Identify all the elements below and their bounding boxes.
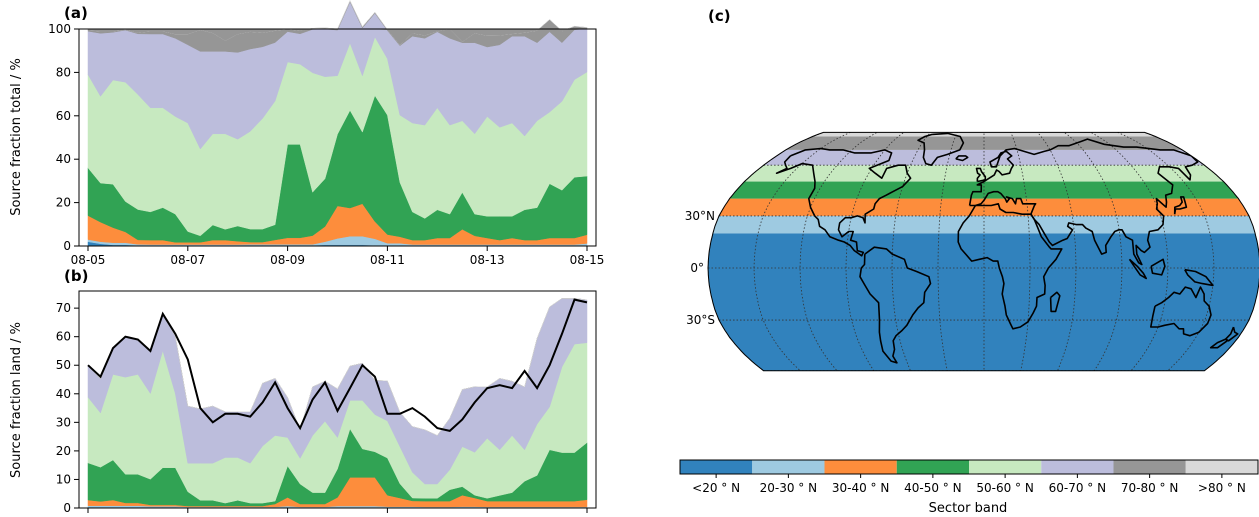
x-tick-label: 08-05 [71, 253, 106, 267]
x-tick-label: 08-15 [570, 515, 605, 517]
coastline-10 [1150, 258, 1166, 276]
map-lat-label: 30°S [686, 313, 715, 327]
panel-b-total-line [87, 298, 588, 432]
panel-a-frame [78, 28, 597, 247]
x-tick-label: 08-11 [370, 515, 405, 517]
y-tick-label: 40 [56, 152, 71, 166]
x-tick-label: 08-09 [270, 515, 305, 517]
colorbar-tick-label: 50-60 ° N [976, 481, 1033, 495]
y-tick-label: 100 [48, 22, 71, 36]
coastline-3 [968, 138, 1199, 266]
map-band-1 [708, 215, 1259, 234]
coastline-2 [859, 246, 932, 364]
colorbar-tick-label: >80 ° N [1198, 481, 1246, 495]
colorbar-tick-label: 70-80 ° N [1121, 481, 1178, 495]
x-tick-label: 08-07 [170, 515, 205, 517]
x-tick-label: 08-13 [470, 515, 505, 517]
y-tick-label: 0 [63, 501, 71, 515]
y-tick-label: 60 [56, 330, 71, 344]
panel-b-chart: 0 10 20 30 40 50 60 70 08-05 08-07 08-09 08-11 08-1… [9, 290, 605, 517]
panel-b-frame [78, 290, 597, 509]
colorbar-tick-label: <20 ° N [692, 481, 740, 495]
map-latitude-labels: 30°N 0° 30°S [685, 209, 715, 327]
panel-b-label: (b) [64, 267, 88, 285]
colorbar: <20 ° N 20-30 ° N 30-40 ° N 40-50 ° N 50-60 … [679, 459, 1259, 495]
x-tick-label: 08-09 [270, 253, 305, 267]
coastline-5 [1049, 291, 1061, 313]
map-band-7 [708, 132, 1259, 137]
colorbar-segment [1113, 460, 1186, 474]
area-series-7 [87, 298, 588, 436]
colorbar-tick-label: 40-50 ° N [904, 481, 961, 495]
map-coastlines [775, 132, 1239, 397]
colorbar-segment [752, 460, 825, 474]
map-meridian [1106, 132, 1215, 371]
map-outline [707, 131, 1259, 372]
panel-a-label: (a) [64, 4, 88, 22]
colorbar-segment [1041, 460, 1114, 474]
colorbar-segment [969, 460, 1042, 474]
coastline-12 [1184, 268, 1214, 287]
colorbar-tick-label: 60-70 ° N [1049, 481, 1106, 495]
panel-a-x-ticks: 08-05 08-07 08-09 08-11 08-13 08-15 [71, 246, 605, 267]
panel-c-map: 30°N 0° 30°S <20 ° N 20-30 ° N 30-40 ° N 40-5… [679, 131, 1259, 516]
y-tick-label: 80 [56, 65, 71, 79]
colorbar-tick-label: 30-40 ° N [832, 481, 889, 495]
x-tick-label: 08-11 [370, 253, 405, 267]
coastline-15 [955, 155, 969, 162]
colorbar-frame [679, 459, 1259, 475]
map-band-6 [708, 136, 1259, 150]
coastline-14 [1209, 338, 1228, 349]
map-band-2 [708, 198, 1259, 216]
panel-a-y-axis-label: Source fraction total / % [9, 58, 24, 216]
y-tick-label: 30 [56, 415, 71, 429]
coastline-1 [917, 132, 965, 166]
y-tick-label: 40 [56, 387, 71, 401]
coastline-7 [975, 167, 987, 183]
panel-b-y-axis-label: Source fraction land / % [9, 322, 24, 478]
panel-c-label: (c) [708, 7, 731, 25]
x-tick-label: 08-13 [470, 253, 505, 267]
x-tick-label: 08-05 [71, 515, 106, 517]
panel-b-x-ticks: 08-05 08-07 08-09 08-11 08-13 08-15 [71, 508, 605, 517]
panel-b-areas [87, 298, 588, 509]
x-tick-label: 08-07 [170, 253, 205, 267]
y-tick-label: 20 [56, 444, 71, 458]
y-tick-label: 10 [56, 472, 71, 486]
colorbar-label: Sector band [929, 501, 1008, 516]
map-band-5 [708, 149, 1259, 166]
x-tick-label: 08-15 [570, 253, 605, 267]
coastline-0 [775, 147, 912, 257]
panel-a-y-ticks: 0 20 40 60 80 100 [48, 22, 79, 253]
coastline-8 [1173, 196, 1188, 215]
colorbar-segment [1185, 460, 1258, 474]
y-tick-label: 60 [56, 109, 71, 123]
map-meridian [1008, 132, 1031, 371]
y-tick-label: 70 [56, 301, 71, 315]
colorbar-segment [680, 460, 753, 474]
y-tick-label: 20 [56, 196, 71, 210]
panel-a-areas [87, 0, 588, 247]
coastline-11 [1128, 258, 1147, 280]
colorbar-tick-label: 20-30 ° N [760, 481, 817, 495]
coastline-9 [807, 376, 1161, 397]
map-band-3 [708, 181, 1259, 199]
coastline-13 [1224, 326, 1239, 342]
coastline-4 [957, 203, 1063, 330]
y-tick-label: 0 [63, 239, 71, 253]
colorbar-segment [896, 460, 969, 474]
panel-b-y-ticks: 0 10 20 30 40 50 60 70 [56, 301, 79, 515]
map-meridian [937, 132, 960, 371]
y-tick-label: 50 [56, 358, 71, 372]
map-lat-label: 30°N [685, 209, 715, 223]
colorbar-segment [824, 460, 897, 474]
map-lat-label: 0° [690, 261, 704, 275]
coastline-6 [1150, 286, 1212, 337]
